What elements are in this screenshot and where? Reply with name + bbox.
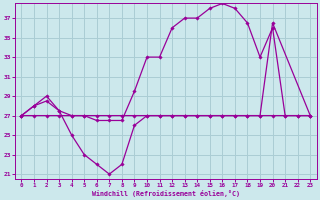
X-axis label: Windchill (Refroidissement éolien,°C): Windchill (Refroidissement éolien,°C): [92, 190, 240, 197]
